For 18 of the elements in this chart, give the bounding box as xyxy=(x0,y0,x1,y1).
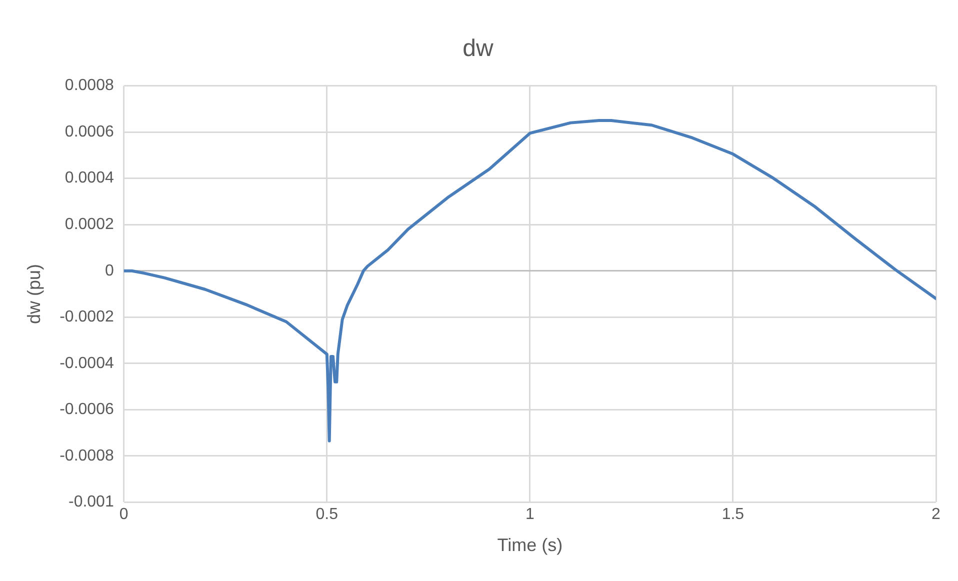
x-tick-label: 1.5 xyxy=(722,506,744,524)
x-axis-title: Time (s) xyxy=(497,535,563,556)
y-tick-label: 0.0006 xyxy=(64,123,114,140)
y-tick-label: -0.0008 xyxy=(60,447,114,464)
y-tick-label: -0.0004 xyxy=(60,354,114,372)
x-tick-label: 2 xyxy=(932,506,941,524)
y-tick-label: -0.0006 xyxy=(60,401,114,418)
x-tick-label: 0.5 xyxy=(316,506,338,524)
y-tick-label: -0.0002 xyxy=(60,308,114,326)
y-tick-label: 0.0004 xyxy=(64,170,114,187)
x-tick-label: 1 xyxy=(525,506,534,524)
y-tick-label: 0.0008 xyxy=(64,77,114,94)
y-tick-label: 0.0002 xyxy=(64,216,114,234)
y-tick-label: 0 xyxy=(104,262,114,280)
x-tick-label: 0 xyxy=(119,506,128,524)
chart-title: dw xyxy=(462,35,494,62)
y-tick-label: -0.001 xyxy=(68,494,114,511)
y-axis-title: dw (pu) xyxy=(24,264,44,324)
